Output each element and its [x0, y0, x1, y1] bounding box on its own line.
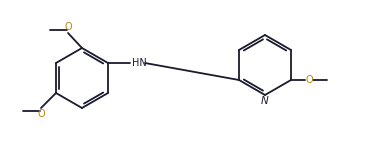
Text: O: O	[37, 109, 45, 119]
Text: N: N	[261, 97, 269, 106]
Text: O: O	[64, 22, 72, 33]
Text: HN: HN	[132, 58, 147, 68]
Text: O: O	[306, 75, 314, 85]
